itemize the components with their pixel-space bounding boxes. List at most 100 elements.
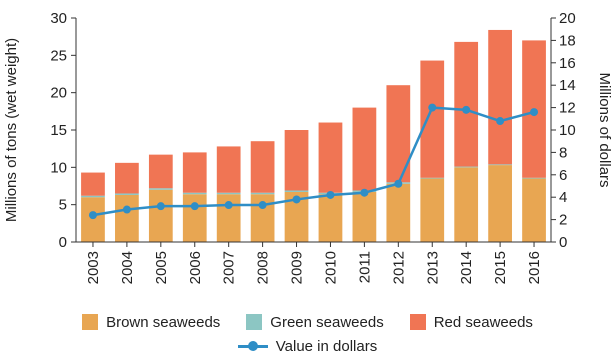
left-tick-label-10: 10 xyxy=(50,159,67,176)
x-tick-label-2004: 2004 xyxy=(119,251,136,284)
x-tick-label-2007: 2007 xyxy=(221,251,238,284)
bar-green-seaweeds-2016 xyxy=(522,177,546,179)
legend-swatch-value xyxy=(237,339,268,353)
left-tick-label-0: 0 xyxy=(59,234,67,251)
point-value-in-dollars-2010 xyxy=(326,190,335,199)
right-tick-label-12: 12 xyxy=(559,100,576,117)
legend-swatch-brown xyxy=(82,314,99,330)
point-value-in-dollars-2009 xyxy=(292,195,301,204)
x-tick-label-2010: 2010 xyxy=(322,251,339,284)
bar-red-seaweeds-2004 xyxy=(115,162,139,194)
legend-swatch-green xyxy=(246,314,263,330)
point-value-in-dollars-2015 xyxy=(496,117,505,126)
legend-label-value: Value in dollars xyxy=(275,337,378,355)
legend-label-red: Red seaweeds xyxy=(433,313,533,331)
bar-green-seaweeds-2003 xyxy=(81,195,105,198)
x-tick-label-2013: 2013 xyxy=(424,251,441,284)
legend: Brown seaweeds Green seaweeds Red seawee… xyxy=(0,310,615,358)
bar-green-seaweeds-2009 xyxy=(284,190,309,192)
x-tick-label-2003: 2003 xyxy=(85,251,102,284)
line-value-in-dollars xyxy=(92,106,535,217)
right-axis-title: Millions of dollars xyxy=(596,72,613,187)
bar-green-seaweeds-2014 xyxy=(454,166,479,168)
point-value-in-dollars-2008 xyxy=(258,201,267,210)
legend-swatch-red xyxy=(409,314,426,330)
bar-red-seaweeds-2014 xyxy=(454,41,479,167)
legend-label-green: Green seaweeds xyxy=(270,313,384,331)
point-value-in-dollars-2016 xyxy=(530,108,539,117)
bar-brown-seaweeds-2005 xyxy=(148,189,173,242)
bar-brown-seaweeds-2014 xyxy=(454,167,479,242)
legend-item-value: Value in dollars xyxy=(237,337,378,355)
bar-brown-seaweeds-2012 xyxy=(386,183,411,242)
seaweed-production-chart: 0 5 10 15 20 25 30 0 2 4 6 8 10 12 14 16 18 20 2003 2004 200… xyxy=(3,10,613,284)
bar-red-seaweeds-2015 xyxy=(488,29,512,165)
x-tick-label-2006: 2006 xyxy=(187,251,204,284)
bar-red-seaweeds-2006 xyxy=(182,152,207,193)
x-tick-label-2015: 2015 xyxy=(492,251,509,284)
bar-red-seaweeds-2003 xyxy=(81,172,105,196)
left-tick-label-15: 15 xyxy=(50,122,67,139)
point-value-in-dollars-2006 xyxy=(190,202,199,211)
bar-red-seaweeds-2010 xyxy=(318,122,343,193)
legend-row-line: Value in dollars xyxy=(0,334,615,358)
right-tick-label-0: 0 xyxy=(559,234,567,251)
point-value-in-dollars-2005 xyxy=(156,202,165,211)
bar-green-seaweeds-2007 xyxy=(216,192,241,195)
bar-brown-seaweeds-2003 xyxy=(81,197,105,242)
bar-red-seaweeds-2013 xyxy=(420,60,445,178)
bar-green-seaweeds-2004 xyxy=(115,193,139,195)
point-value-in-dollars-2013 xyxy=(428,103,437,112)
point-value-in-dollars-2014 xyxy=(462,105,471,114)
bar-green-seaweeds-2008 xyxy=(250,192,275,195)
point-value-in-dollars-2003 xyxy=(88,211,97,220)
x-tick-label-2014: 2014 xyxy=(458,251,475,284)
right-tick-label-6: 6 xyxy=(559,167,567,184)
right-tick-label-8: 8 xyxy=(559,144,567,161)
point-value-in-dollars-2012 xyxy=(394,179,403,188)
left-tick-label-25: 25 xyxy=(50,47,67,64)
bar-brown-seaweeds-2006 xyxy=(182,194,207,242)
x-tick-label-2009: 2009 xyxy=(289,251,306,284)
legend-row-bars: Brown seaweeds Green seaweeds Red seawee… xyxy=(0,310,615,334)
x-tick-label-2008: 2008 xyxy=(255,251,272,284)
right-tick-label-20: 20 xyxy=(559,10,576,27)
bar-brown-seaweeds-2009 xyxy=(284,191,309,242)
bar-green-seaweeds-2015 xyxy=(488,164,512,166)
point-value-in-dollars-2004 xyxy=(122,205,131,214)
x-tick-label-2011: 2011 xyxy=(356,251,373,283)
bar-red-seaweeds-2005 xyxy=(148,154,173,189)
bar-brown-seaweeds-2011 xyxy=(352,191,377,242)
bar-red-seaweeds-2009 xyxy=(284,130,309,191)
bar-brown-seaweeds-2013 xyxy=(420,178,445,242)
bar-green-seaweeds-2006 xyxy=(182,192,207,195)
right-tick-label-16: 16 xyxy=(559,55,576,72)
bar-brown-seaweeds-2016 xyxy=(522,178,546,242)
right-tick-label-10: 10 xyxy=(559,122,576,139)
right-tick-label-18: 18 xyxy=(559,32,576,49)
bar-brown-seaweeds-2015 xyxy=(488,165,512,242)
x-tick-label-2016: 2016 xyxy=(526,251,543,284)
right-tick-label-14: 14 xyxy=(559,77,576,94)
bar-green-seaweeds-2005 xyxy=(148,188,173,190)
bar-red-seaweeds-2012 xyxy=(386,85,411,183)
legend-label-brown: Brown seaweeds xyxy=(106,313,221,331)
left-axis-title: Millions of tons (wet weight) xyxy=(3,38,20,222)
bar-red-seaweeds-2011 xyxy=(352,107,377,191)
x-tick-label-2012: 2012 xyxy=(390,251,407,284)
point-value-in-dollars-2011 xyxy=(360,188,369,197)
bar-red-seaweeds-2008 xyxy=(250,141,275,193)
point-value-in-dollars-2007 xyxy=(224,201,233,210)
left-tick-label-20: 20 xyxy=(50,85,67,102)
bar-green-seaweeds-2013 xyxy=(420,177,445,179)
legend-item-brown: Brown seaweeds xyxy=(82,314,220,331)
right-tick-label-2: 2 xyxy=(559,212,567,229)
bar-brown-seaweeds-2010 xyxy=(318,194,343,242)
left-tick-label-30: 30 xyxy=(50,10,67,27)
right-tick-label-4: 4 xyxy=(559,189,567,206)
legend-item-green: Green seaweeds xyxy=(246,313,384,331)
bar-red-seaweeds-2007 xyxy=(216,146,241,193)
x-tick-label-2005: 2005 xyxy=(153,251,170,284)
legend-item-red: Red seaweeds xyxy=(409,313,533,331)
bar-brown-seaweeds-2004 xyxy=(115,194,139,242)
